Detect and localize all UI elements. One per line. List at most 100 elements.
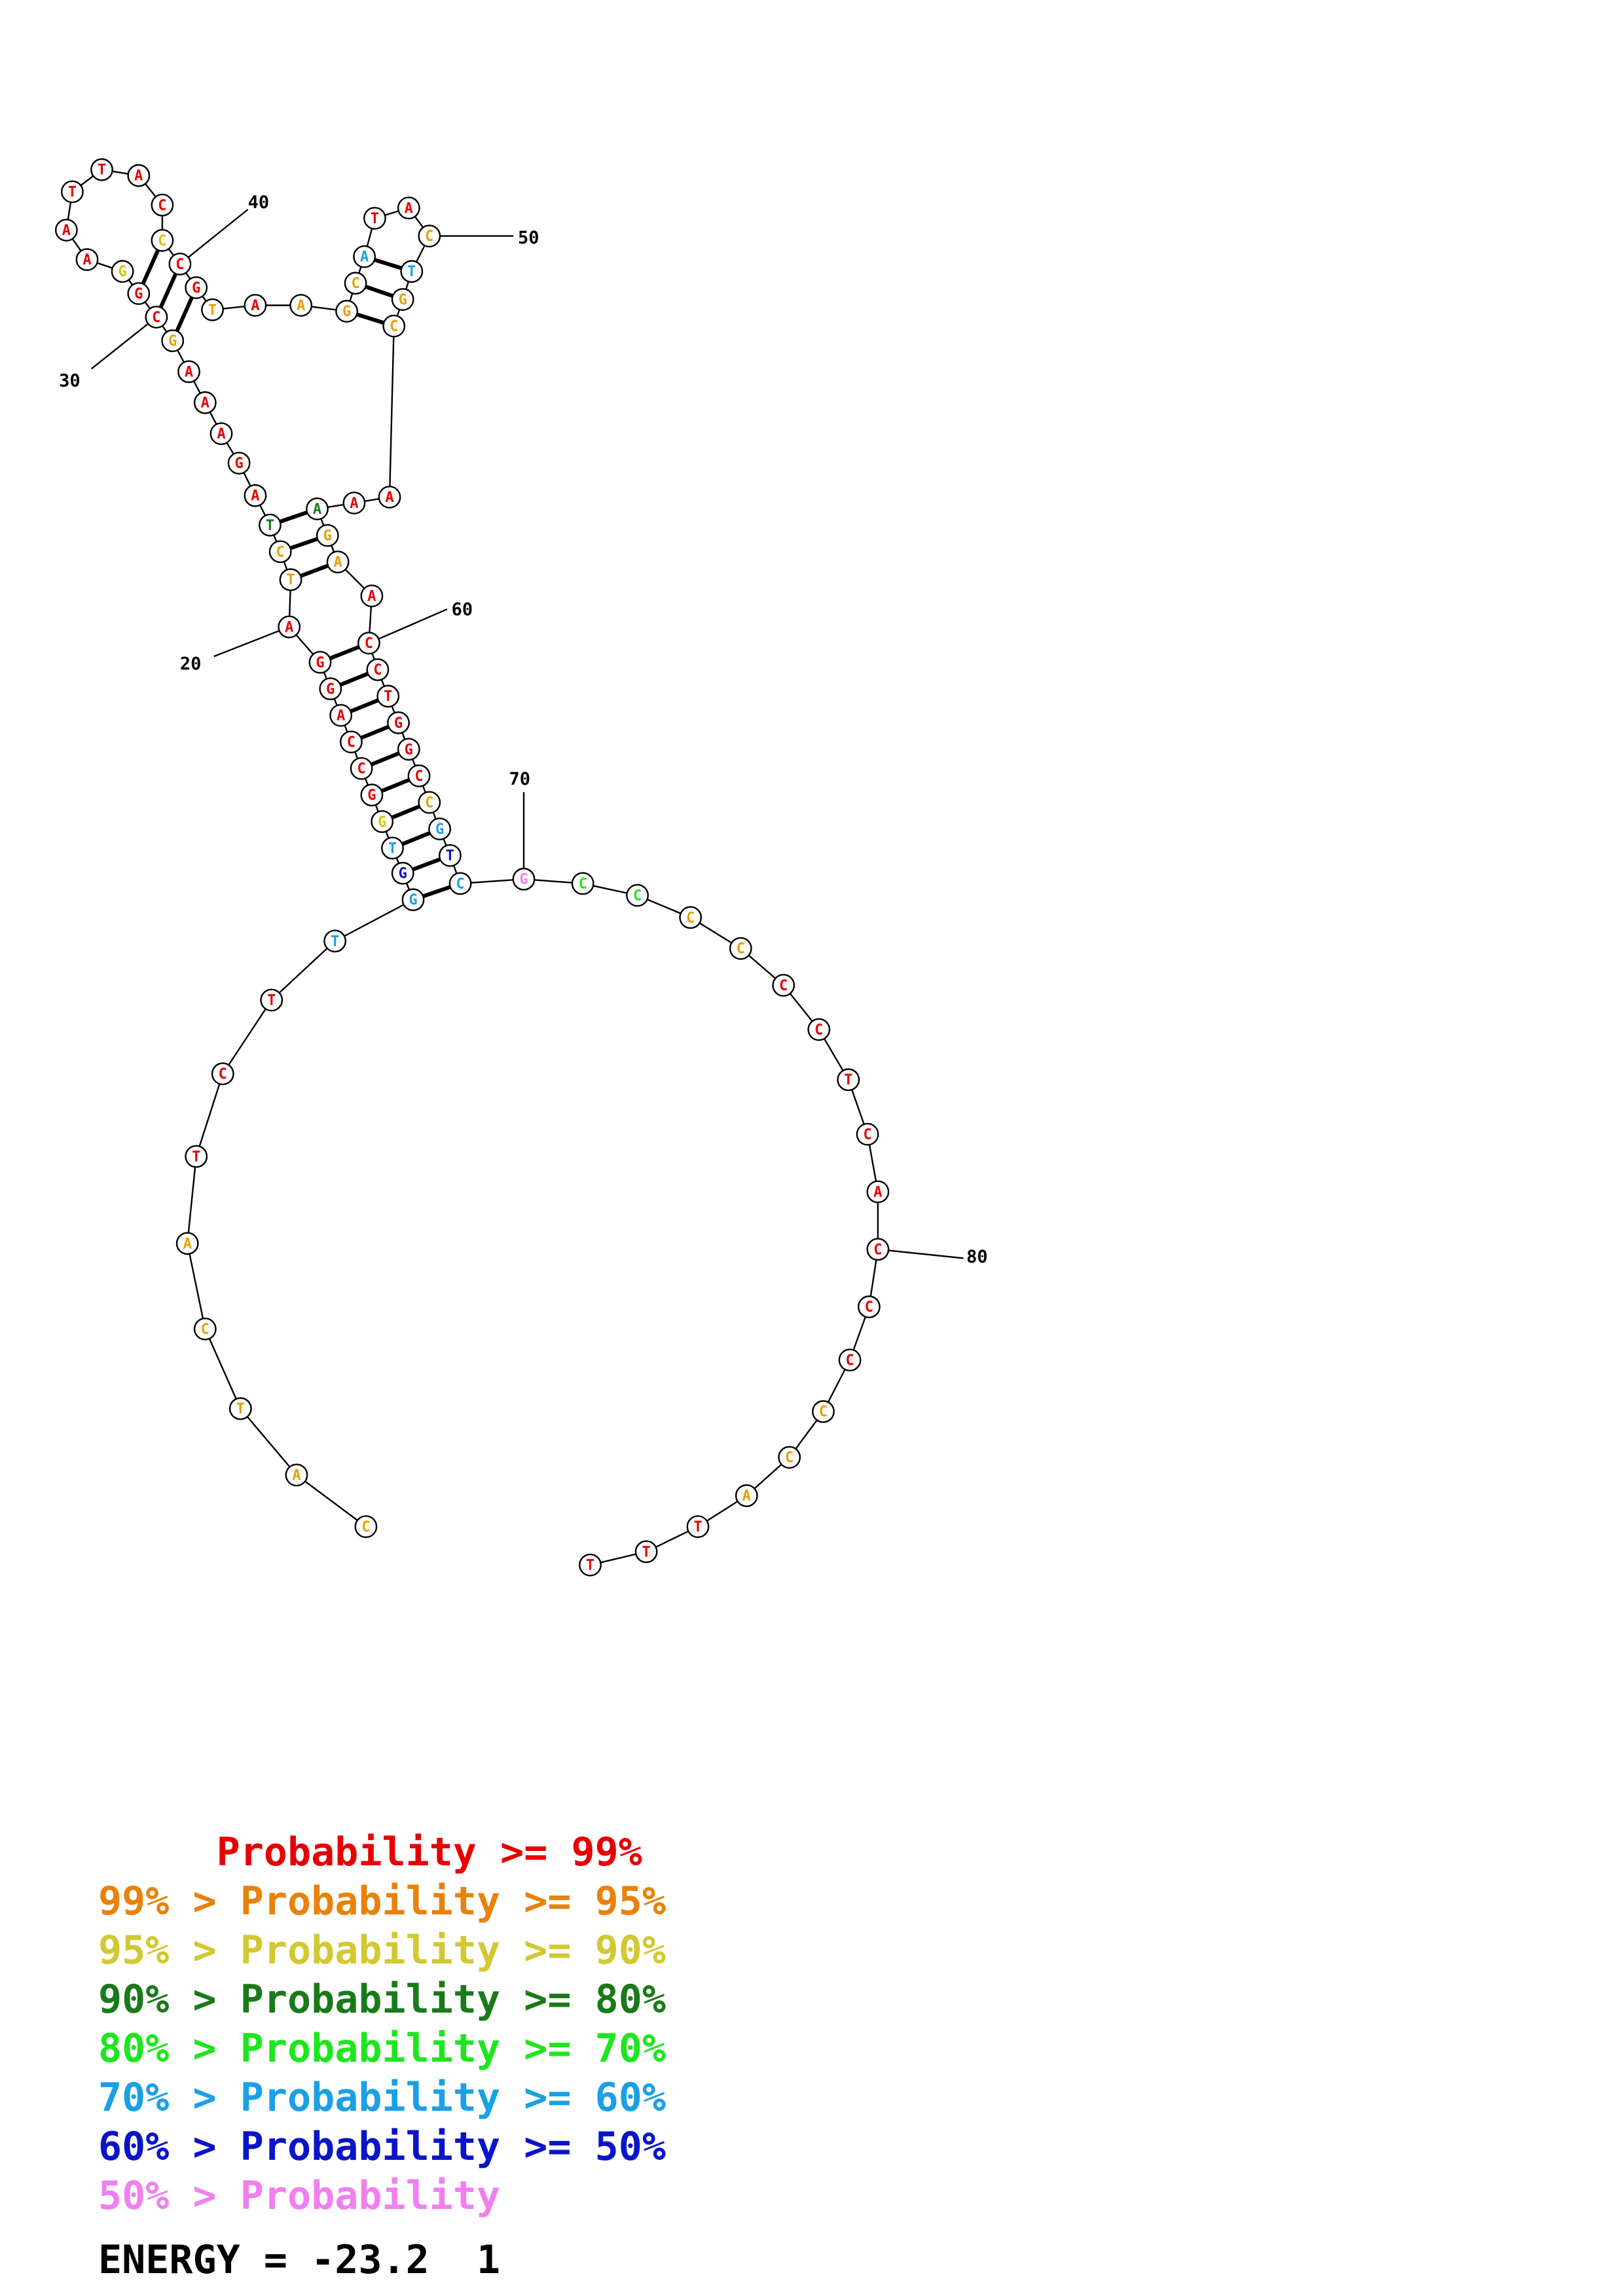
- base-pair-bond-47-51: [373, 258, 404, 270]
- nucleotide-letter: T: [407, 264, 416, 280]
- nucleotide-circle: [382, 314, 406, 338]
- nucleotide-circle: [512, 867, 536, 891]
- nucleotide-61: C: [366, 658, 390, 681]
- nucleotide-66: C: [418, 791, 441, 814]
- nucleotide-letter: A: [251, 298, 259, 314]
- nucleotide-37: A: [127, 164, 151, 187]
- nucleotide-circle: [391, 288, 414, 311]
- nucleotide-24: A: [244, 484, 267, 507]
- nucleotide-3: T: [228, 1397, 252, 1420]
- nucleotide-65: C: [407, 764, 431, 787]
- nucleotide-letter: A: [360, 249, 369, 266]
- nucleotide-40: C: [168, 252, 192, 276]
- nucleotide-77: T: [837, 1068, 860, 1092]
- position-tick-30: [90, 316, 157, 370]
- nucleotide-circle: [391, 861, 414, 885]
- nucleotide-53: C: [382, 314, 406, 338]
- nucleotide-circle: [60, 180, 84, 204]
- nucleotide-85: A: [735, 1484, 758, 1507]
- nucleotide-letter: G: [405, 742, 413, 758]
- nucleotide-31: G: [127, 282, 151, 305]
- position-label-20: 20: [180, 654, 202, 674]
- nucleotide-circle: [729, 937, 752, 960]
- nucleotide-circle: [807, 1018, 831, 1041]
- position-label-30: 30: [59, 371, 81, 391]
- nucleotide-42: T: [201, 298, 224, 321]
- nucleotide-circle: [175, 1232, 199, 1255]
- nucleotide-circle: [448, 872, 472, 895]
- position-tick-40: [179, 209, 249, 265]
- nucleotide-circle: [185, 1145, 208, 1168]
- nucleotide-80: C: [866, 1238, 890, 1261]
- nucleotide-circle: [686, 1515, 710, 1538]
- nucleotide-79: A: [866, 1180, 890, 1204]
- nucleotide-circle: [418, 224, 441, 247]
- position-label-80: 80: [966, 1247, 988, 1267]
- nucleotide-letter: G: [378, 814, 386, 831]
- nucleotide-letter: C: [201, 1321, 210, 1338]
- base-pair-bonds: [141, 248, 452, 899]
- base-pair-bond-46-52: [363, 285, 395, 298]
- base-pair-bond-31-39: [141, 248, 160, 286]
- base-pair-bond-10-69: [421, 885, 452, 899]
- base-pair-bond-22-57: [288, 537, 319, 550]
- nucleotide-22: C: [268, 540, 292, 564]
- nucleotide-circle: [185, 276, 208, 299]
- nucleotide-letter: C: [357, 761, 365, 778]
- nucleotide-letter: G: [435, 821, 444, 838]
- nucleotide-82: C: [838, 1348, 862, 1372]
- nucleotide-16: C: [340, 730, 363, 754]
- nucleotide-circle: [735, 1484, 758, 1507]
- legend-entry: 95% > Probability >= 90%: [98, 1928, 666, 1973]
- position-label-50: 50: [518, 228, 539, 248]
- backbone: [65, 168, 879, 1566]
- nucleotide-letter: A: [183, 1236, 192, 1252]
- nucleotide-letter: C: [361, 1519, 370, 1535]
- nucleotide-letter: A: [285, 619, 293, 636]
- legend-entry: Probability >= 99%: [98, 1829, 642, 1875]
- nucleotide-circle: [90, 158, 113, 181]
- nucleotide-circle: [306, 497, 329, 520]
- nucleotide-circle: [866, 1180, 890, 1204]
- nucleotide-letter: A: [873, 1184, 882, 1200]
- nucleotide-circle: [354, 1515, 378, 1538]
- nucleotide-circle: [360, 584, 384, 607]
- legend-entry: 70% > Probability >= 60%: [98, 2075, 666, 2121]
- nucleotide-1: C: [354, 1515, 378, 1538]
- nucleotide-circle: [210, 422, 233, 445]
- nucleotide-circle: [866, 1238, 890, 1261]
- nucleotide-70: G: [512, 867, 536, 891]
- legend-entry: 80% > Probability >= 70%: [98, 2026, 666, 2072]
- nucleotide-circle: [193, 1318, 217, 1340]
- nucleotide-36: T: [90, 158, 113, 181]
- position-tick-60: [368, 608, 448, 644]
- nucleotide-letter: G: [326, 681, 335, 698]
- nucleotide-letter: C: [158, 233, 166, 249]
- nucleotide-letter: A: [385, 490, 393, 506]
- nucleotide-46: C: [344, 272, 367, 295]
- nucleotide-9: T: [323, 929, 346, 953]
- nucleotide-letter: C: [347, 734, 356, 751]
- base-pair-bond-23-56: [278, 510, 310, 524]
- nucleotide-letter: G: [367, 787, 376, 804]
- nucleotide-letter: C: [365, 636, 373, 652]
- nucleotide-11: G: [391, 861, 414, 885]
- nucleotide-letter: G: [399, 866, 407, 882]
- nucleotide-86: T: [686, 1515, 710, 1538]
- legend-entry: 90% > Probability >= 80%: [98, 1977, 666, 2022]
- nucleotide-letter: G: [316, 655, 324, 671]
- nucleotide-letter: G: [192, 280, 200, 296]
- base-pair-bond-17-62: [348, 698, 380, 713]
- nucleotide-letter: T: [266, 518, 274, 534]
- nucleotide-circle: [401, 888, 425, 912]
- nucleotide-letter: A: [742, 1488, 751, 1505]
- nucleotide-letter: C: [845, 1352, 854, 1369]
- nucleotide-letter: A: [337, 708, 345, 725]
- base-pair-bond-14-65: [379, 778, 411, 793]
- nucleotide-41: G: [185, 276, 208, 299]
- nucleotide-circle: [75, 248, 99, 271]
- nucleotide-87: T: [634, 1540, 658, 1564]
- nucleotide-circle: [376, 685, 400, 708]
- nucleotide-81: C: [858, 1295, 881, 1319]
